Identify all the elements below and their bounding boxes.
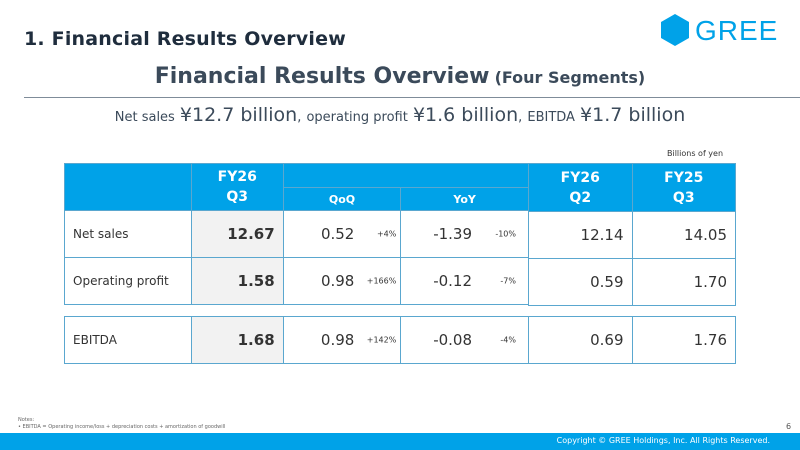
title-divider [24,97,800,98]
qoq-cell: 0.98 +142% [282,316,402,364]
notes: Notes: • EBITDA = Operating income/loss … [18,417,225,431]
header-comparison [282,163,530,188]
header-blank [64,163,192,211]
prev-year-value: 1.70 [631,258,736,306]
hexagon-icon [661,14,689,46]
prev-quarter-value: 0.69 [528,316,633,364]
header-yoy: YoY [400,187,529,211]
notes-item: • EBITDA = Operating income/loss + depre… [18,424,226,430]
results-table: FY26 Q3 QoQ YoY Net sales 12.67 0.52 +4%… [64,163,530,305]
prev-year-value: 1.76 [631,316,736,364]
qoq-cell: 0.52 +4% [282,210,402,258]
qoq-cell: 0.98 +166% [282,257,402,305]
header-current: FY26 Q3 [190,163,284,211]
yoy-cell: -0.12 -7% [400,257,529,305]
row-label: Operating profit [64,257,192,305]
table-row: 0.59 1.70 [528,258,736,306]
summary-op-value: ¥1.6 billion [412,104,519,126]
yoy-value: -0.12 [433,272,472,290]
prior-periods-table: FY26 Q2 FY25 Q3 12.14 14.05 0.59 1.70 [528,163,736,306]
table-row: 0.69 1.76 [528,316,736,364]
summary-net-sales-value: ¥12.7 billion [179,104,298,126]
header-prev-quarter: FY26 Q2 [528,163,633,212]
logo-text: GREE [695,15,778,46]
footer-bar: Copyright © GREE Holdings, Inc. All Righ… [0,433,800,450]
prior-periods-ebitda-table: 0.69 1.76 [528,316,736,364]
page-title: Financial Results Overview (Four Segment… [0,64,800,89]
notes-heading: Notes: [18,417,35,423]
qoq-percent: +4% [376,229,397,239]
yoy-value: -0.08 [433,331,472,349]
row-label: Net sales [64,210,192,258]
qoq-value: 0.52 [320,225,355,243]
header-qoq: QoQ [282,187,402,211]
ebitda-table: EBITDA 1.68 0.98 +142% -0.08 -4% [64,316,529,364]
summary-line: Net sales ¥12.7 billion, operating profi… [0,104,800,126]
prev-year-value: 14.05 [631,211,736,259]
summary-ebitda-label: EBITDA [527,110,575,125]
yoy-percent: -4% [500,335,516,345]
section-title: 1. Financial Results Overview [24,28,346,50]
current-value: 1.68 [190,316,284,364]
qoq-percent: +166% [366,276,397,286]
qoq-value: 0.98 [320,272,355,290]
yoy-cell: -0.08 -4% [400,316,529,364]
header-prev-year: FY25 Q3 [631,163,736,212]
summary-net-sales-label: Net sales [114,110,175,125]
summary-separator: , [518,110,523,125]
main-title-suffix: (Four Segments) [494,68,646,87]
qoq-percent: +142% [366,335,397,345]
units-label: Billions of yen [667,149,724,158]
table-row: EBITDA 1.68 0.98 +142% -0.08 -4% [64,316,529,364]
yoy-percent: -10% [495,229,516,239]
qoq-value: 0.98 [320,331,355,349]
current-value: 1.58 [190,257,284,305]
yoy-value: -1.39 [433,225,472,243]
summary-ebitda-value: ¥1.7 billion [580,104,686,126]
summary-op-label: operating profit [306,110,408,125]
table-row: 12.14 14.05 [528,211,736,259]
prev-quarter-value: 12.14 [528,211,633,259]
prev-quarter-value: 0.59 [528,258,633,306]
summary-separator: , [297,110,302,125]
yoy-percent: -7% [500,276,516,286]
gree-logo: GREE [661,14,779,46]
current-value: 12.67 [190,210,284,258]
table-row: Net sales 12.67 0.52 +4% -1.39 -10% [64,210,529,258]
main-title-text: Financial Results Overview [154,64,490,89]
table-row: Operating profit 1.58 0.98 +166% -0.12 -… [64,257,529,305]
yoy-cell: -1.39 -10% [400,210,529,258]
copyright-text: Copyright © GREE Holdings, Inc. All Righ… [556,436,770,445]
row-label: EBITDA [64,316,192,364]
page-number: 6 [786,422,792,431]
